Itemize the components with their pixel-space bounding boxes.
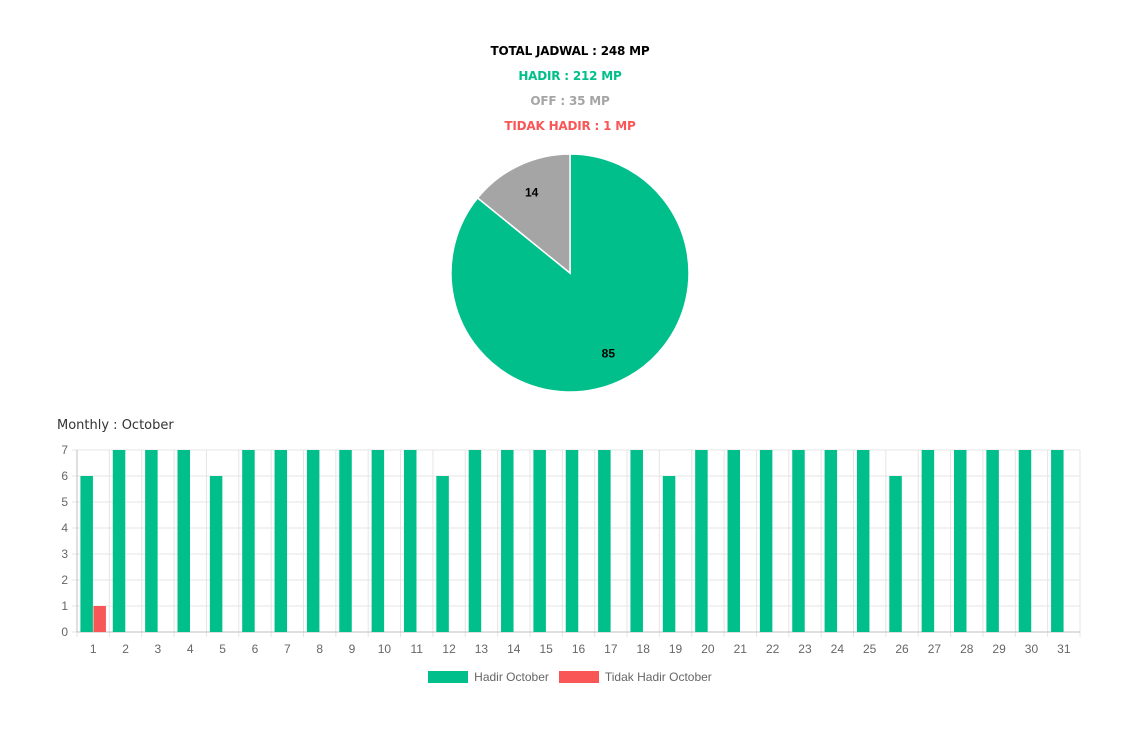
legend-label-hadir: Hadir October [474, 670, 549, 684]
x-tick-label: 17 [604, 642, 618, 656]
y-tick-label: 5 [61, 495, 68, 509]
bar-hadir[interactable] [986, 450, 999, 632]
bar-hadir[interactable] [436, 476, 449, 632]
x-tick-label: 19 [669, 642, 683, 656]
bar-hadir[interactable] [824, 450, 838, 632]
legend-label-tidak-hadir: Tidak Hadir October [604, 670, 712, 684]
bar-hadir[interactable] [598, 450, 611, 632]
bar-hadir[interactable] [339, 450, 352, 632]
bar-hadir[interactable] [921, 450, 935, 632]
legend-swatch-tidak-hadir [558, 671, 599, 683]
y-tick-label: 0 [61, 625, 68, 639]
bar-hadir[interactable] [662, 476, 676, 632]
x-tick-label: 2 [122, 642, 129, 656]
bar-hadir[interactable] [209, 476, 223, 632]
chart-legend: Hadir October Tidak Hadir October [0, 670, 1140, 684]
x-tick-label: 4 [187, 642, 194, 656]
bar-hadir[interactable] [177, 450, 190, 632]
bar-hadir[interactable] [145, 450, 158, 632]
absent-label: TIDAK HADIR : 1 MP [504, 119, 636, 133]
legend-item-tidak-hadir[interactable]: Tidak Hadir October [558, 670, 712, 684]
y-tick-label: 2 [61, 573, 68, 587]
bar-hadir[interactable] [727, 450, 741, 632]
bar-hadir[interactable] [630, 450, 643, 632]
pie-data-label: 14 [525, 185, 539, 199]
bar-hadir[interactable] [533, 450, 546, 632]
bar-hadir[interactable] [695, 450, 708, 632]
x-tick-label: 22 [766, 642, 780, 656]
x-tick-label: 6 [252, 642, 259, 656]
bar-hadir[interactable] [403, 450, 417, 632]
y-tick-label: 3 [61, 547, 68, 561]
present-label: HADIR : 212 MP [518, 69, 622, 83]
bar-hadir[interactable] [856, 450, 870, 632]
x-tick-label: 14 [507, 642, 521, 656]
x-tick-label: 30 [1025, 642, 1039, 656]
bar-hadir[interactable] [565, 450, 579, 632]
x-tick-label: 25 [863, 642, 877, 656]
bar-hadir[interactable] [468, 450, 482, 632]
x-tick-label: 7 [284, 642, 291, 656]
bar-hadir[interactable] [792, 450, 805, 632]
x-tick-label: 26 [895, 642, 909, 656]
attendance-pie-chart: 85 14 [450, 153, 690, 393]
y-tick-label: 7 [61, 443, 68, 457]
x-tick-label: 16 [572, 642, 586, 656]
x-tick-label: 3 [155, 642, 162, 656]
off-label: OFF : 35 MP [530, 94, 610, 108]
bar-hadir[interactable] [759, 450, 773, 632]
x-tick-label: 5 [219, 642, 226, 656]
bar-hadir[interactable] [274, 450, 288, 632]
total-schedule-label: TOTAL JADWAL : 248 MP [490, 44, 650, 58]
pie-slice-hadir[interactable] [450, 153, 690, 393]
x-tick-label: 11 [410, 642, 423, 656]
x-tick-label: 9 [349, 642, 356, 656]
bar-hadir[interactable] [889, 476, 902, 632]
bar-hadir[interactable] [80, 476, 93, 632]
monthly-chart-title: Monthly : October [57, 418, 174, 433]
x-tick-label: 29 [992, 642, 1006, 656]
bar-hadir[interactable] [242, 450, 255, 632]
legend-item-hadir[interactable]: Hadir October [428, 670, 549, 684]
pie-data-label: 85 [602, 347, 616, 361]
bar-tidak-hadir[interactable] [93, 606, 106, 632]
bar-hadir[interactable] [371, 450, 385, 632]
x-tick-label: 28 [960, 642, 974, 656]
bar-hadir[interactable] [954, 450, 967, 632]
bar-hadir[interactable] [1051, 450, 1064, 632]
x-tick-label: 20 [701, 642, 715, 656]
pie-slice-off[interactable] [476, 153, 571, 275]
x-tick-label: 18 [637, 642, 651, 656]
bar-hadir[interactable] [112, 450, 126, 632]
y-tick-label: 1 [61, 599, 68, 613]
bar-hadir[interactable] [501, 450, 514, 632]
x-tick-label: 12 [442, 642, 456, 656]
x-tick-label: 21 [734, 642, 748, 656]
x-tick-label: 8 [316, 642, 323, 656]
y-tick-label: 4 [61, 521, 68, 535]
legend-swatch-hadir [428, 671, 469, 683]
x-tick-label: 10 [378, 642, 392, 656]
y-tick-label: 6 [61, 469, 68, 483]
bar-hadir[interactable] [1018, 450, 1032, 632]
x-tick-label: 23 [798, 642, 812, 656]
x-tick-label: 13 [475, 642, 489, 656]
bar-hadir[interactable] [306, 450, 320, 632]
x-tick-label: 27 [928, 642, 942, 656]
x-tick-label: 1 [90, 642, 97, 656]
x-tick-label: 15 [539, 642, 553, 656]
x-tick-label: 24 [831, 642, 845, 656]
x-tick-label: 31 [1057, 642, 1071, 656]
